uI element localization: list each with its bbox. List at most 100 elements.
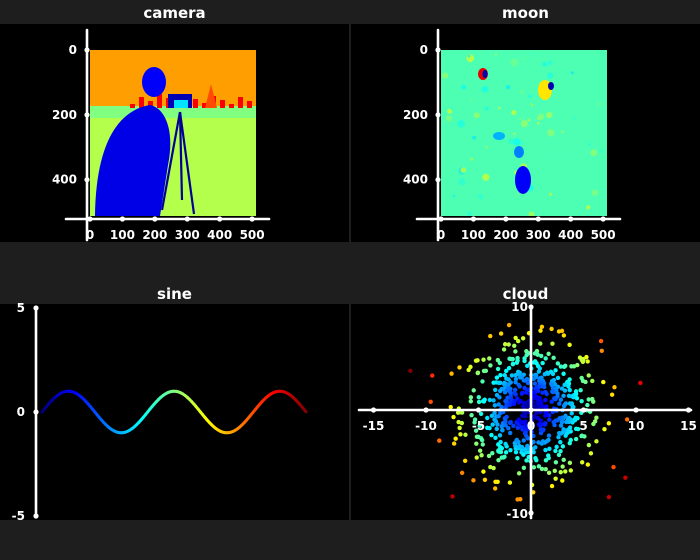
cloud-point: [573, 426, 579, 431]
camera-panel: camera 0 100 200 300 400 500 0 200 400: [0, 0, 349, 242]
moon-image-chart: 0 100 200 300 400 500 0 200 400: [403, 28, 622, 242]
cloud-point: [567, 401, 573, 406]
camera-y-tick-dot: [84, 177, 90, 183]
cloud-point: [536, 440, 541, 445]
cloud-point: [550, 341, 555, 346]
cloud-point: [463, 432, 468, 437]
cloud-point: [569, 411, 574, 416]
cloud-point: [533, 445, 538, 450]
cloud-point: [511, 423, 516, 429]
cloud-point: [554, 444, 559, 450]
moon-x-tick-dot: [470, 216, 477, 222]
cloud-point: [519, 391, 525, 396]
cloud-point: [602, 427, 607, 432]
cloud-point: [543, 411, 548, 416]
cloud-point: [573, 436, 579, 442]
cloud-point: [469, 413, 474, 418]
cloud-point: [502, 373, 507, 378]
cloud-point: [522, 412, 528, 417]
cloud-point: [559, 386, 565, 391]
cloud-point: [494, 426, 499, 432]
sine-plot-area[interactable]: 5 0 -5: [0, 301, 349, 523]
sine-y-tick-dot: [33, 409, 39, 415]
cloud-point: [552, 468, 557, 473]
cloud-point: [468, 395, 474, 400]
cloud-point: [578, 388, 583, 393]
cloud-point: [495, 479, 500, 485]
cloud-point: [489, 432, 494, 438]
cloud-point: [569, 364, 574, 369]
cloud-point: [501, 347, 507, 352]
cloud-point: [585, 462, 591, 467]
cloud-point: [599, 348, 604, 353]
cloud-point: [476, 399, 482, 405]
cloud-point: [558, 439, 563, 445]
cloud-point: [546, 433, 552, 438]
cloud-point: [491, 465, 496, 471]
cloud-point: [513, 349, 518, 354]
cloud-point: [558, 397, 564, 402]
moon-y-tick-label: 0: [420, 43, 428, 57]
cloud-point: [490, 422, 495, 427]
cloud-point: [561, 457, 566, 463]
camera-x-tick-dot: [152, 216, 158, 222]
cloud-point: [561, 364, 567, 369]
cloud-point: [497, 360, 503, 366]
cloud-point: [459, 470, 465, 476]
cloud-point: [473, 428, 479, 433]
camera-x-tick-dot: [119, 216, 126, 222]
cloud-point: [508, 390, 513, 395]
cloud-point: [499, 404, 504, 410]
cloud-point: [567, 342, 572, 348]
camera-plot-area[interactable]: 0 100 200 300 400 500 0 200 400: [0, 24, 349, 242]
cloud-point: [547, 446, 552, 452]
cloud-point: [549, 483, 555, 489]
cloud-point: [533, 455, 538, 461]
sine-y-tick-dot: [33, 513, 39, 519]
cloud-y-tick-label: 10: [511, 300, 528, 314]
moon-x-tick-label: 100: [461, 228, 486, 242]
cloud-point: [561, 393, 566, 399]
cloud-point: [457, 365, 462, 370]
cloud-point: [568, 437, 573, 443]
cloud-point: [556, 452, 562, 458]
cloud-point: [623, 475, 628, 480]
camera-y-tick-label: 200: [52, 108, 77, 122]
cloud-point: [508, 447, 513, 453]
cloud-point: [513, 335, 518, 341]
cloud-point: [490, 451, 495, 456]
cloud-point: [458, 432, 463, 437]
cloud-x-tick-dot: [423, 407, 429, 413]
cloud-point: [491, 398, 496, 403]
cloud-x-tick-label: 5: [579, 419, 587, 433]
cloud-point: [579, 398, 584, 404]
cloud-plot-area[interactable]: -15 -10 -5 0 5 10 15 10 -10: [351, 300, 700, 521]
cloud-point: [504, 414, 509, 420]
cloud-point: [512, 343, 517, 348]
cloud-point: [475, 358, 480, 363]
moon-y-tick-dot: [435, 47, 441, 53]
moon-plot-area[interactable]: 0 100 200 300 400 500 0 200 400: [351, 24, 700, 242]
cloud-point: [498, 331, 504, 336]
cloud-point: [430, 373, 435, 378]
cloud-point: [538, 427, 544, 432]
cloud-point: [560, 478, 565, 483]
cloud-point: [514, 360, 520, 365]
cloud-point: [488, 333, 493, 339]
cloud-point: [505, 395, 510, 400]
camera-image: [90, 50, 256, 216]
sine-title: sine: [157, 285, 192, 303]
cloud-point: [556, 431, 562, 436]
cloud-point: [462, 458, 468, 463]
cloud-point: [477, 448, 483, 453]
cloud-point: [521, 465, 527, 470]
camera-x-tick-label: 300: [175, 228, 200, 242]
cloud-point: [555, 361, 561, 366]
cloud-point: [520, 336, 526, 341]
cloud-point: [524, 352, 529, 358]
cloud-x-tick-label: 15: [680, 419, 697, 433]
cloud-point: [539, 466, 545, 472]
cloud-point: [564, 419, 569, 425]
sine-y-tick-dot: [33, 305, 39, 311]
camera-y-tick-dot: [84, 47, 90, 53]
